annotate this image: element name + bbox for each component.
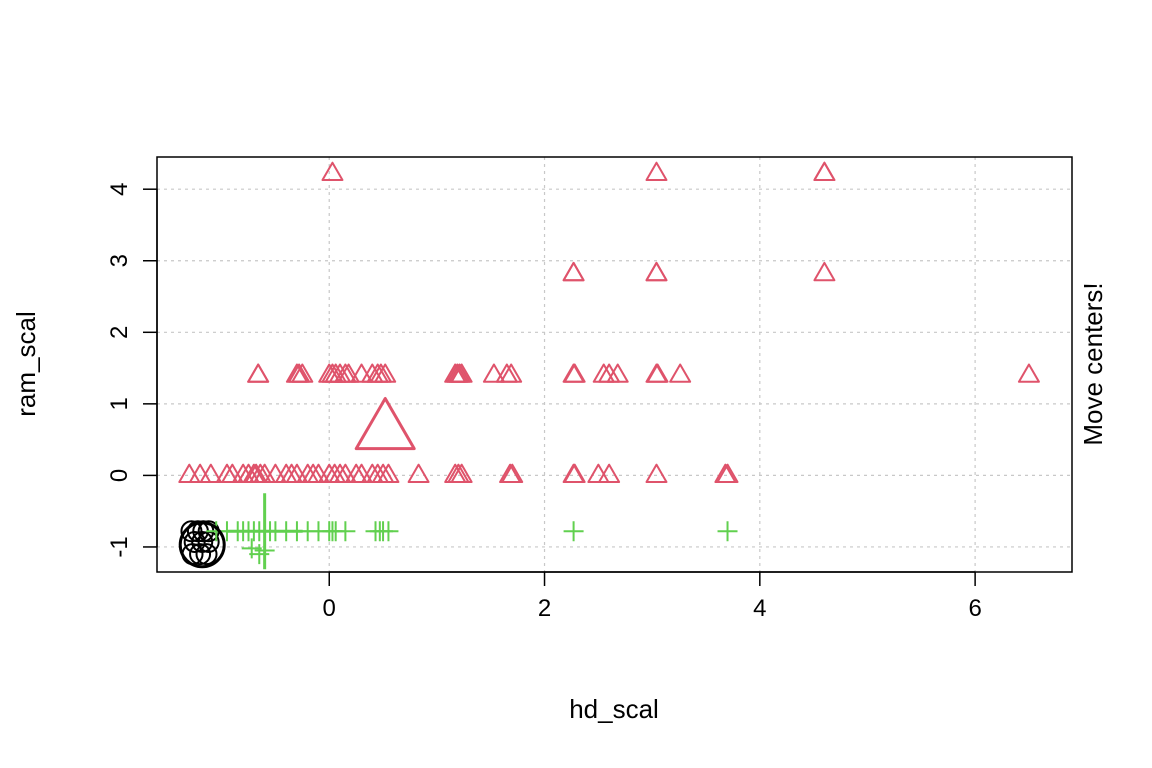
x-tick-label: 4 xyxy=(753,595,766,622)
y-tick-label: 3 xyxy=(106,254,133,267)
triangle-point xyxy=(563,463,586,483)
triangle-point xyxy=(337,363,360,383)
triangle-point xyxy=(716,463,739,483)
y-axis-title: ram_scal xyxy=(11,311,41,416)
cross-point xyxy=(378,521,399,542)
circle-point xyxy=(183,530,206,553)
x-tick-label: 0 xyxy=(323,595,336,622)
triangle-point xyxy=(321,161,344,182)
data-points xyxy=(178,161,1040,566)
cross-point xyxy=(563,521,584,542)
x-tick-label: 2 xyxy=(538,595,551,622)
y-tick-label: 4 xyxy=(106,183,133,196)
cluster-centers xyxy=(178,397,416,570)
triangle-point xyxy=(501,463,524,483)
triangle-point xyxy=(482,363,505,383)
circle-point xyxy=(195,543,218,566)
triangle-point xyxy=(669,363,692,383)
triangle-point xyxy=(645,463,668,483)
triangle-point xyxy=(407,463,430,483)
triangle-point xyxy=(450,363,473,383)
triangle-point xyxy=(813,161,836,182)
cross-point xyxy=(335,521,356,542)
right-margin-label: Move centers! xyxy=(1078,282,1108,445)
triangle-point xyxy=(374,363,397,383)
triangle-point xyxy=(247,363,270,383)
triangle-point xyxy=(500,363,523,383)
triangle-point xyxy=(189,463,212,483)
triangle-point xyxy=(291,363,314,383)
triangle-point xyxy=(1017,363,1040,383)
triangle-point xyxy=(199,463,222,483)
cross-center xyxy=(226,493,303,570)
triangle-point xyxy=(377,463,400,483)
y-axis: -1 0 1 2 3 4 xyxy=(106,183,158,558)
triangle-point xyxy=(447,463,470,483)
triangle-point xyxy=(587,463,610,483)
y-tick-label: -1 xyxy=(106,536,133,557)
x-axis-title: hd_scal xyxy=(569,694,659,724)
triangle-point xyxy=(563,363,586,383)
y-tick-label: 2 xyxy=(106,326,133,339)
triangle-point xyxy=(645,261,668,282)
triangle-point xyxy=(645,161,668,182)
triangle-point xyxy=(606,363,629,383)
triangle-point xyxy=(813,161,836,182)
triangle-center xyxy=(354,397,416,451)
cross-point xyxy=(717,521,738,542)
triangle-point xyxy=(645,261,668,282)
y-tick-label: 1 xyxy=(106,397,133,410)
circle-center xyxy=(178,521,226,569)
triangle-point xyxy=(598,463,621,483)
triangle-point xyxy=(813,261,836,282)
x-tick-label: 6 xyxy=(968,595,981,622)
circle-point xyxy=(189,543,212,566)
triangle-point xyxy=(646,363,669,383)
x-axis: 0 2 4 6 xyxy=(323,571,982,622)
circle-point xyxy=(191,530,214,553)
y-tick-label: 0 xyxy=(106,469,133,482)
triangle-point xyxy=(562,261,585,282)
grid-lines xyxy=(157,157,1072,572)
triangle-point xyxy=(562,261,585,282)
cross-point xyxy=(241,538,262,559)
plot-frame xyxy=(156,156,1073,573)
triangle-point xyxy=(178,463,201,483)
triangle-point xyxy=(450,463,473,483)
triangle-point xyxy=(247,363,270,383)
